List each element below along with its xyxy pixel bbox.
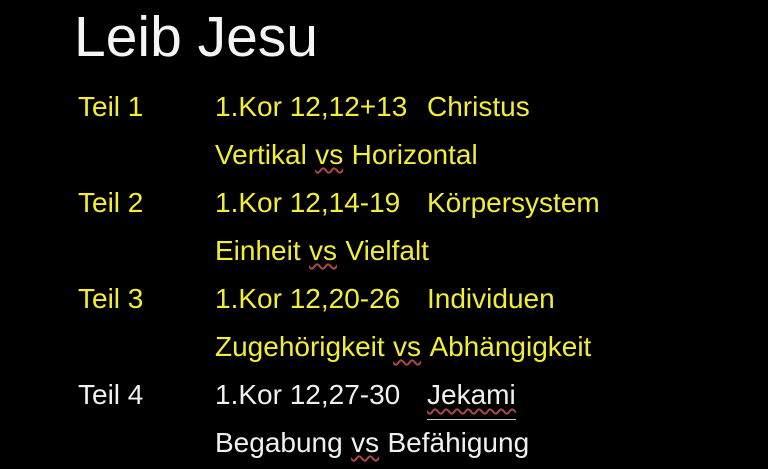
vs-word: vs — [309, 235, 338, 266]
scripture-ref: 1.Kor 12,27-30 — [215, 379, 401, 410]
vs-word: vs — [315, 139, 344, 170]
part-topic: Jekami — [427, 371, 516, 420]
contrast-post: Horizontal — [351, 139, 478, 170]
contrast-post: Vielfalt — [345, 235, 429, 266]
contrast-row-1: Vertikal vs Horizontal — [0, 131, 768, 179]
contrast-pre: Begabung — [215, 427, 343, 458]
contrast-row-3: Zugehörigkeit vs Abhängigkeit — [0, 323, 768, 371]
contrast-pre: Vertikal — [215, 139, 307, 170]
toc-rows: Teil 1 1.Kor 12,12+13 Christus Vertikal v… — [0, 83, 768, 467]
slide-title: Leib Jesu — [74, 5, 319, 69]
contrast-post: Befähigung — [387, 427, 530, 458]
part-label: Teil 1 — [78, 91, 144, 122]
vs-word: vs — [393, 331, 422, 362]
contrast-row-2: Einheit vs Vielfalt — [0, 227, 768, 275]
contrast-text: Zugehörigkeit vs Abhängigkeit — [215, 323, 591, 371]
contrast-pre: Zugehörigkeit — [215, 331, 385, 362]
part-label: Teil 3 — [78, 283, 144, 314]
contrast-pre: Einheit — [215, 235, 301, 266]
part-topic: Christus — [427, 91, 530, 122]
part-topic: Individuen — [427, 283, 555, 314]
contrast-text: Begabung vs Befähigung — [215, 419, 529, 467]
part-row-4: Teil 4 1.Kor 12,27-30 Jekami — [0, 371, 768, 420]
part-row-3: Teil 3 1.Kor 12,20-26 Individuen — [0, 275, 768, 323]
contrast-row-4: Begabung vs Befähigung — [0, 419, 768, 467]
scripture-ref: 1.Kor 12,20-26 — [215, 283, 401, 314]
part-row-2: Teil 2 1.Kor 12,14-19 Körpersystem — [0, 179, 768, 227]
part-topic: Körpersystem — [427, 187, 600, 218]
part-label: Teil 4 — [78, 379, 144, 410]
contrast-post: Abhängigkeit — [429, 331, 592, 362]
scripture-ref: 1.Kor 12,14-19 — [215, 187, 401, 218]
contrast-text: Vertikal vs Horizontal — [215, 131, 478, 179]
part-row-1: Teil 1 1.Kor 12,12+13 Christus — [0, 83, 768, 131]
scripture-ref: 1.Kor 12,12+13 — [215, 91, 408, 122]
part-label: Teil 2 — [78, 187, 144, 218]
contrast-text: Einheit vs Vielfalt — [215, 227, 429, 275]
vs-word: vs — [351, 427, 380, 458]
